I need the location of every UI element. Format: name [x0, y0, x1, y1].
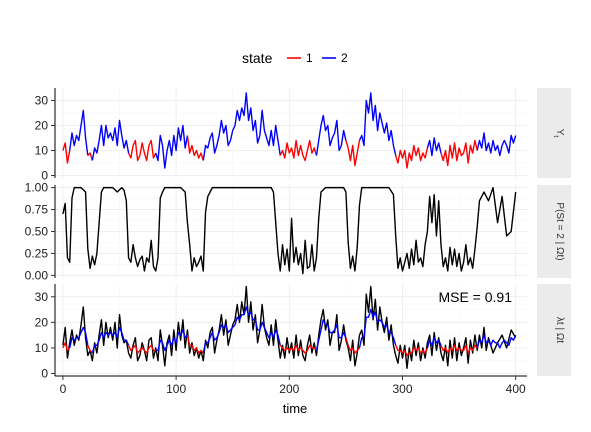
x-tick-label: 300	[392, 382, 412, 396]
facet-strip-label-2: P(St = 2 | Ωt)	[554, 202, 565, 260]
state-1-segment	[440, 139, 478, 167]
y-tick-label: 20	[35, 315, 49, 329]
state-1-segment	[127, 344, 156, 354]
legend-label-state-2: 2	[341, 51, 348, 65]
facet-strip-label-1: Yt	[552, 129, 565, 138]
y-tick-label: 1.00	[25, 181, 49, 195]
panel-2: 0.00 0.25 0.50 0.75 1.00 P(St = 2 | Ωt)	[25, 181, 571, 282]
state-1-segment	[395, 144, 429, 169]
series-panel-3	[62, 285, 517, 370]
y-tick-label: 10	[35, 341, 49, 355]
series-panel-1	[62, 92, 517, 169]
state-2-segment	[202, 306, 281, 354]
state-1-segment	[186, 334, 204, 354]
panel-3: 0 10 20 30 λt | Ωt MSE = 0.91	[35, 284, 571, 380]
legend-label-state-1: 1	[306, 51, 313, 65]
legend: state 1 2	[242, 50, 348, 66]
state-1-segment	[127, 139, 157, 162]
state-2-segment	[358, 92, 397, 156]
state-2-segment	[426, 336, 442, 349]
state-1-segment	[279, 344, 317, 354]
series-panel-2	[62, 186, 517, 275]
y-tick-label: 0.75	[25, 203, 49, 217]
state-1-segment	[345, 337, 361, 354]
state-1-segment	[186, 135, 204, 161]
state-1-segment	[279, 139, 318, 162]
state-2-segment	[358, 308, 397, 349]
y-tick-label: 0	[41, 169, 48, 183]
strip-main-text: Y	[554, 129, 565, 136]
panel-1: 0 10 20 30 Yt	[35, 88, 571, 183]
x-tick-label: 100	[166, 382, 186, 396]
state-1-segment	[87, 152, 94, 161]
state-2-segment	[202, 92, 281, 161]
x-axis-title: time	[283, 401, 308, 416]
grid-panel-1	[55, 88, 527, 178]
state-2-segment	[91, 326, 130, 354]
facet-strip-3	[537, 284, 571, 376]
state-2-segment	[426, 137, 442, 157]
state-2-segment	[476, 334, 517, 349]
strip-sub-text: t	[552, 135, 559, 137]
state-1-segment	[87, 345, 93, 354]
x-tick-label: 200	[279, 382, 299, 396]
facet-strip-2	[537, 185, 571, 278]
y-tick-label: 0.50	[25, 225, 49, 239]
y-tick-label: 0.00	[25, 268, 49, 282]
facet-strip-label-3: λt | Ωt	[554, 317, 565, 343]
y-tick-label: 30	[35, 290, 49, 304]
state-2-segment	[476, 132, 517, 157]
state-2-segment	[315, 114, 347, 156]
state-2-segment	[315, 319, 347, 351]
state-1-segment	[345, 140, 361, 167]
facet-strip-1	[537, 88, 571, 178]
x-tick-label: 400	[506, 382, 526, 396]
state-2-segment	[155, 124, 189, 169]
state-2-segment	[69, 109, 89, 156]
observed-series-line	[62, 285, 517, 370]
state-1-segment	[440, 344, 478, 354]
y-tick-label: 0	[41, 366, 48, 380]
state-2-segment	[91, 119, 130, 161]
state-2-segment	[69, 326, 89, 349]
state-1-segment	[62, 342, 71, 352]
probability-series-line	[62, 186, 517, 275]
facet-panels: 0 10 20 30 Yt 0.00 0.25 0.50 0.75 1.00 P(St = 2 | …	[25, 88, 571, 380]
y-tick-label: 10	[35, 144, 49, 158]
legend-title: state	[242, 50, 273, 66]
x-tick-label: 0	[60, 382, 67, 396]
x-axis: 0 100 200 300 400	[55, 375, 527, 396]
state-1-segment	[62, 142, 71, 164]
y-tick-label: 30	[35, 94, 49, 108]
mse-annotation: MSE = 0.91	[438, 289, 512, 305]
y-tick-label: 20	[35, 119, 49, 133]
state-2-segment	[155, 329, 188, 352]
y-tick-label: 0.25	[25, 246, 49, 260]
state-1-segment	[395, 345, 429, 357]
